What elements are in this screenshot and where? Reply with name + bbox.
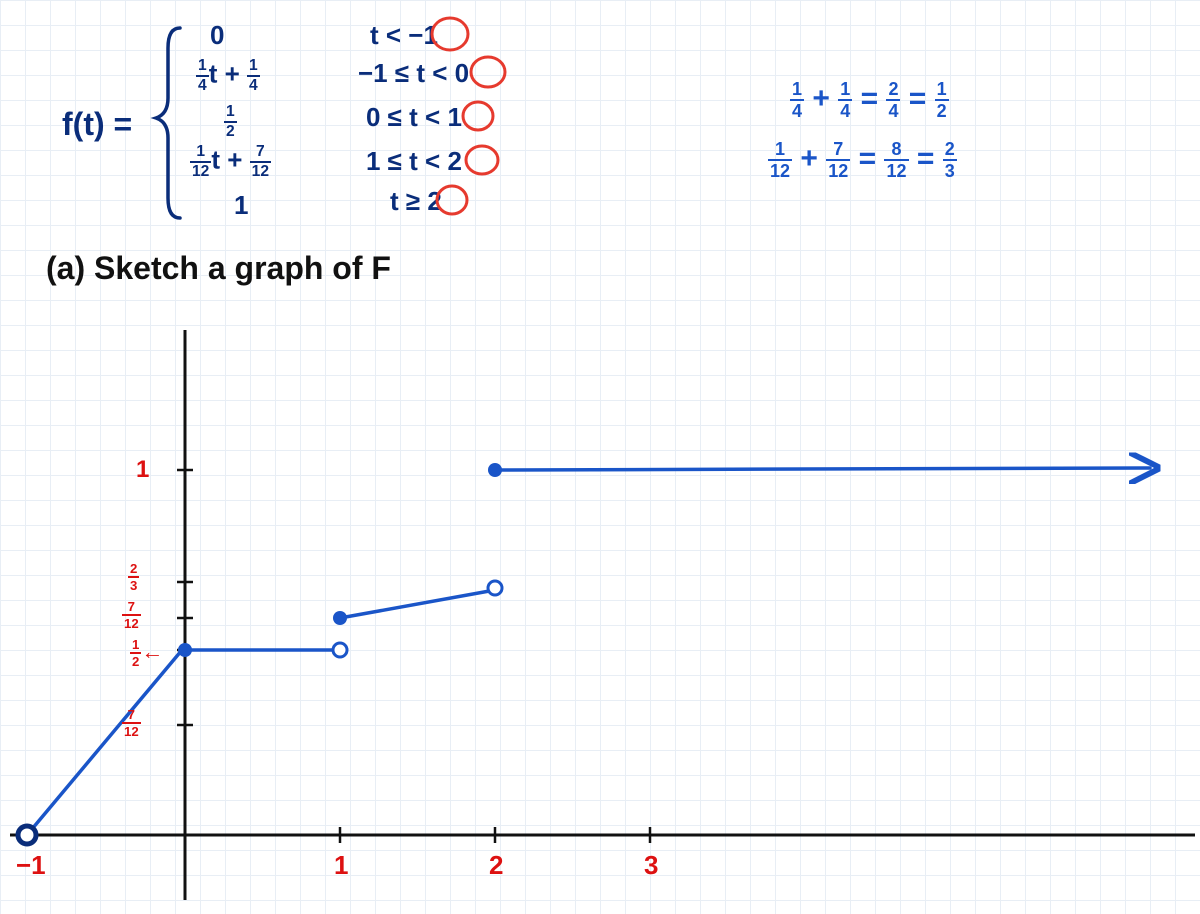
xtick-1: 1 [334, 852, 348, 878]
marker-open-2-low [488, 581, 502, 595]
ytick-7-12: 712 [122, 600, 141, 630]
xtick-2: 2 [489, 852, 503, 878]
marker-open-1-low [333, 643, 347, 657]
ytick-1: 1 [136, 458, 149, 482]
plot-svg [0, 0, 1200, 914]
marker-closed-2 [488, 463, 502, 477]
ytick-2-3: 23 [128, 562, 139, 592]
marker-closed-0 [178, 643, 192, 657]
marker-open-left [18, 826, 36, 844]
ytick-1-2: 12← [130, 638, 163, 668]
xtick-neg1: −1 [16, 852, 46, 878]
marker-closed-1 [333, 611, 347, 625]
ytick-7-12b: 712 [122, 708, 141, 738]
xtick-3: 3 [644, 852, 658, 878]
